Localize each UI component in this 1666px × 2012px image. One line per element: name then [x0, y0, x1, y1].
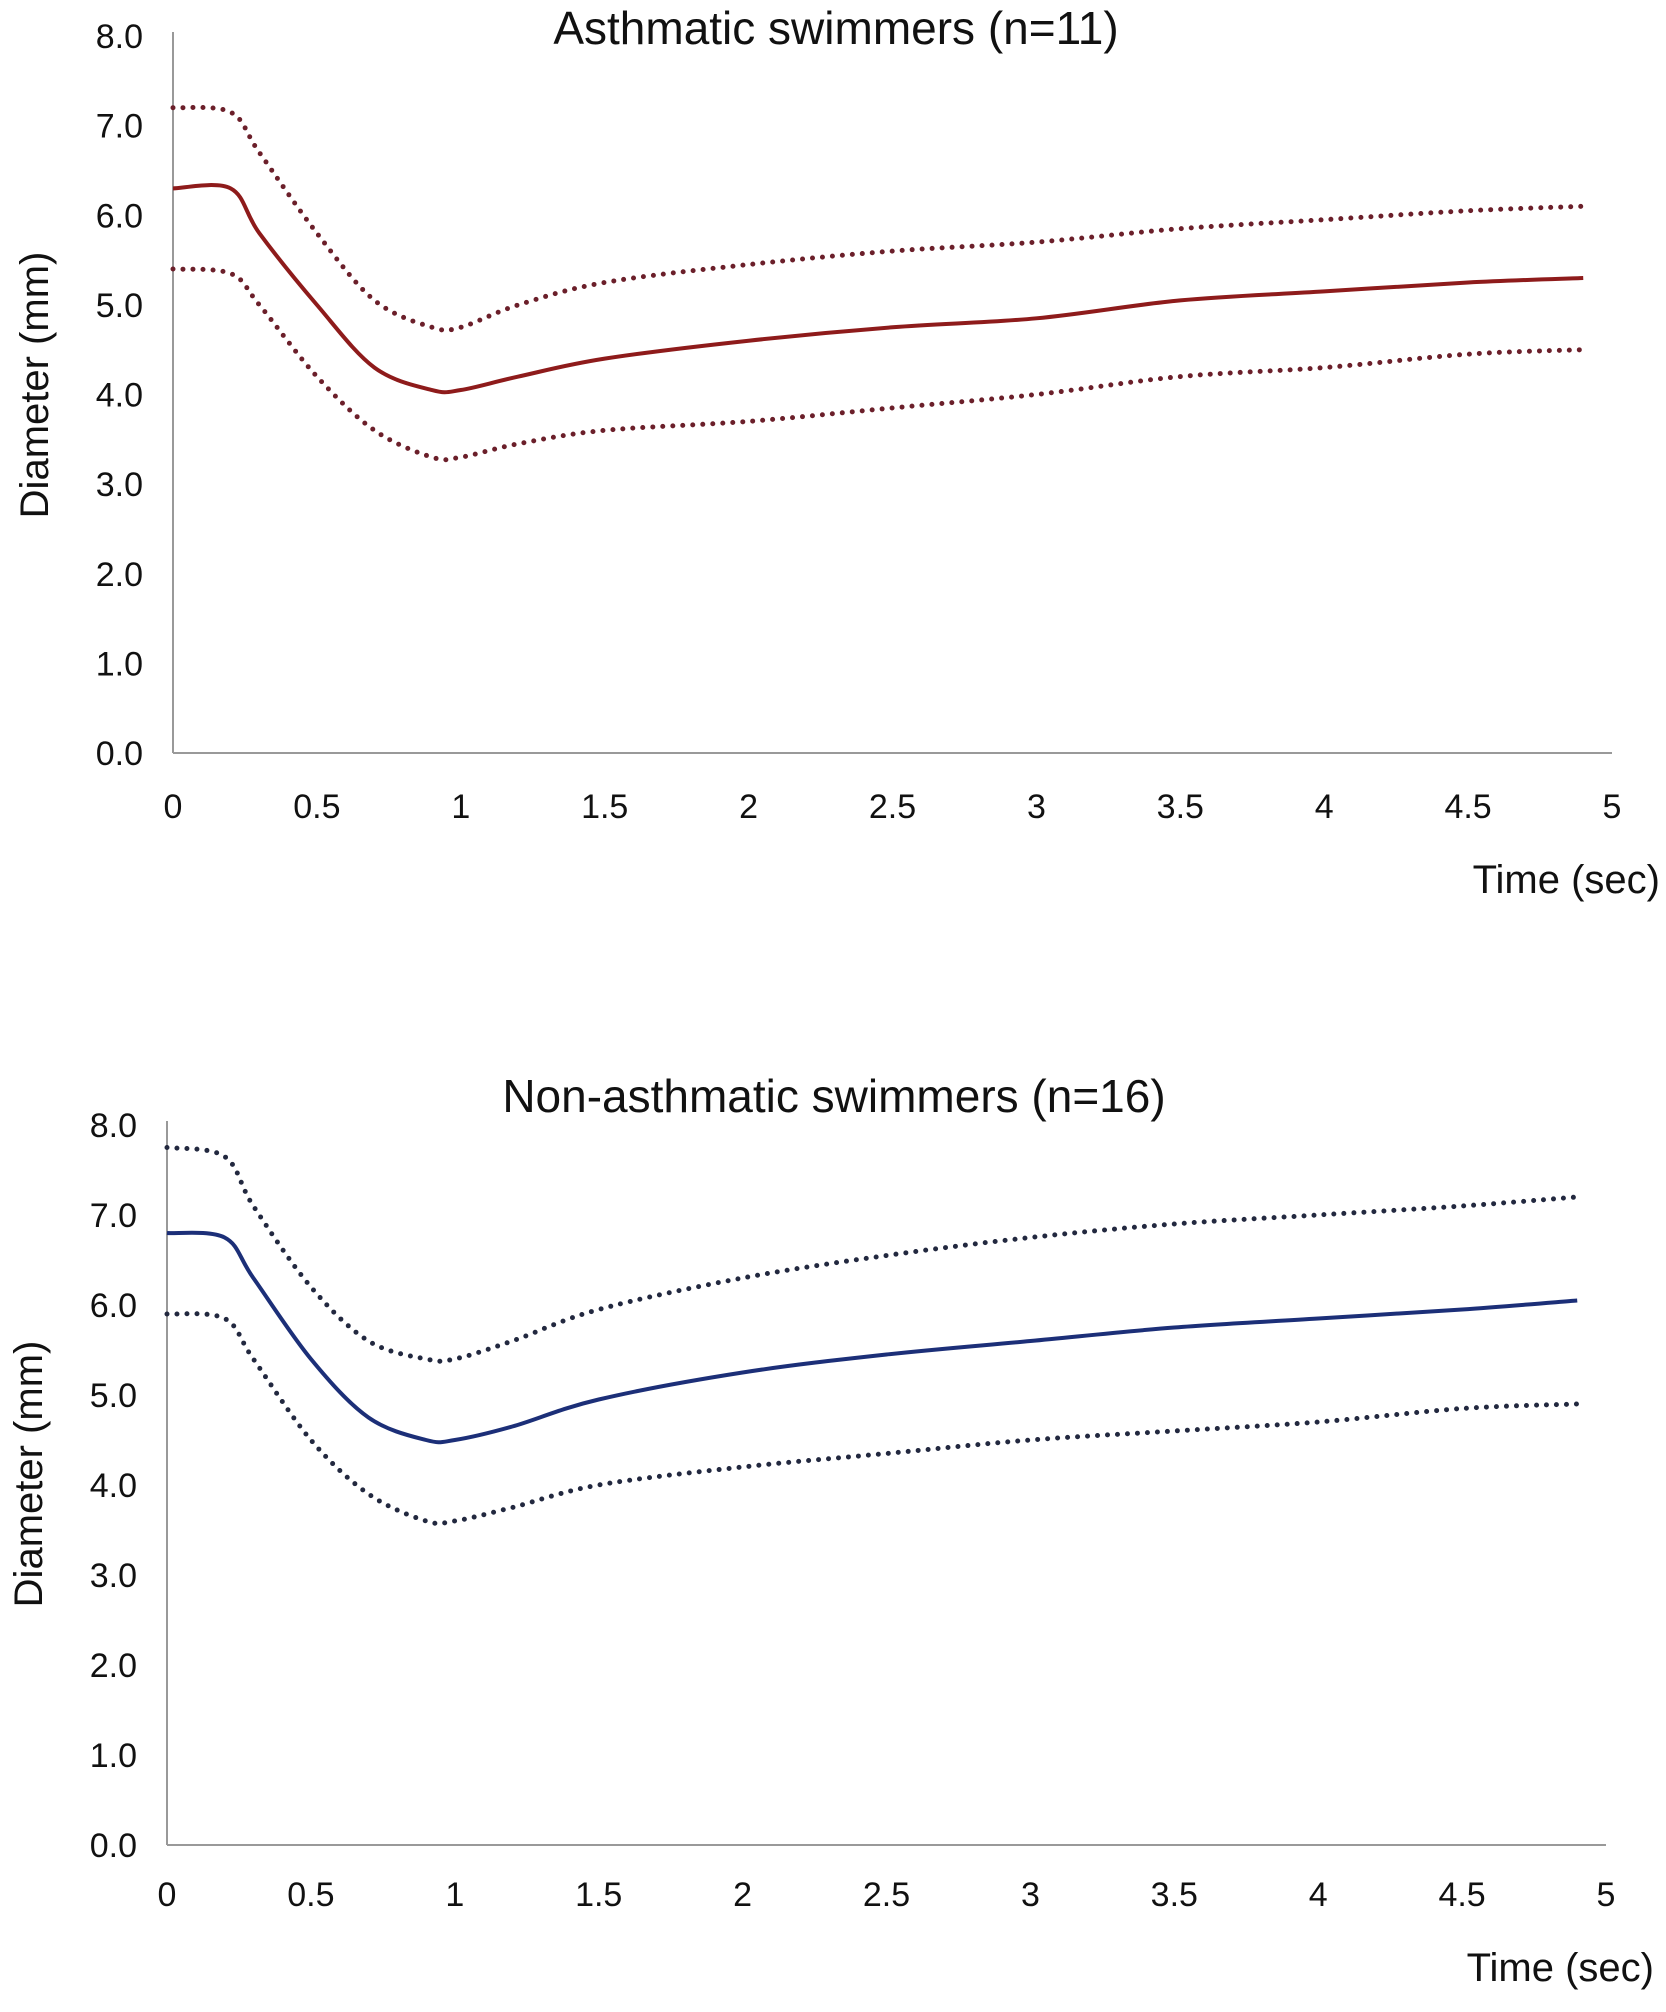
y-tick-label: 1.0 [96, 645, 143, 683]
series-upper-line [164, 1145, 1580, 1364]
x-tick-label: 0 [158, 1876, 177, 1914]
series-lower-line [170, 266, 1586, 463]
y-tick-label: 4.0 [90, 1467, 137, 1505]
series-mean-line [166, 1230, 1578, 1445]
x-tick-label: 1 [445, 1876, 464, 1914]
y-tick-label: 2.0 [96, 556, 143, 594]
y-tick-label: 6.0 [90, 1287, 137, 1325]
y-tick-label: 6.0 [96, 197, 143, 235]
x-tick-label: 0.5 [287, 1876, 334, 1914]
x-tick-label: 4.5 [1444, 788, 1491, 826]
y-tick-label: 7.0 [96, 108, 143, 146]
x-tick-label: 4.5 [1438, 1876, 1485, 1914]
x-tick-label: 0.5 [293, 788, 340, 826]
series-upper-line [170, 104, 1586, 333]
chart-1: Asthmatic swimmers (n=11) 0.0 1.0 2.0 3.0 4.0… [13, 2, 1660, 902]
x-tick-label: 4 [1315, 788, 1334, 826]
x-tick-label: 0 [164, 788, 183, 826]
x-tick-label: 3.5 [1157, 788, 1204, 826]
x-tick-label: 2.5 [869, 788, 916, 826]
x-tick-label: 1 [451, 788, 470, 826]
y-tick-label: 7.0 [90, 1197, 137, 1235]
y-tick-label: 5.0 [90, 1377, 137, 1415]
x-axis-label: Time (sec) [1467, 1946, 1654, 1990]
x-tick-label: 1.5 [575, 1876, 622, 1914]
y-tick-label: 3.0 [90, 1557, 137, 1595]
x-tick-label: 3 [1027, 788, 1046, 826]
y-axis-label: Diameter (mm) [7, 1341, 51, 1608]
y-tick-label: 4.0 [96, 377, 143, 415]
x-tick-label: 1.5 [581, 788, 628, 826]
y-axis-label: Diameter (mm) [13, 252, 57, 519]
chart-title: Non-asthmatic swimmers (n=16) [502, 1070, 1165, 1122]
x-tick-label: 2 [733, 1876, 752, 1914]
x-tick-label: 4 [1309, 1876, 1328, 1914]
x-tick-label: 2 [739, 788, 758, 826]
chart-title: Asthmatic swimmers (n=11) [553, 2, 1118, 54]
y-tick-label: 8.0 [90, 1107, 137, 1145]
y-tick-label: 8.0 [96, 18, 143, 56]
series-lower-line [164, 1311, 1580, 1527]
y-tick-label: 3.0 [96, 466, 143, 504]
y-tick-label: 0.0 [90, 1827, 137, 1865]
y-tick-label: 5.0 [96, 287, 143, 325]
series-mean-line [172, 183, 1584, 395]
x-tick-label: 3 [1021, 1876, 1040, 1914]
x-tick-label: 5 [1603, 788, 1622, 826]
y-tick-label: 2.0 [90, 1647, 137, 1685]
y-tick-label: 1.0 [90, 1737, 137, 1775]
x-axis-label: Time (sec) [1473, 858, 1660, 902]
chart-2: Non-asthmatic swimmers (n=16) 0.0 1.0 2.0 3.… [7, 1070, 1654, 1990]
x-tick-label: 3.5 [1151, 1876, 1198, 1914]
x-tick-label: 2.5 [863, 1876, 910, 1914]
y-tick-label: 0.0 [96, 735, 143, 773]
x-tick-label: 5 [1597, 1876, 1616, 1914]
